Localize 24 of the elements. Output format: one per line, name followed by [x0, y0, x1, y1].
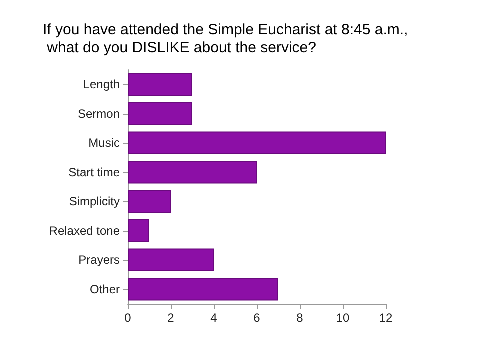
y-tick-label: Prayers: [78, 253, 120, 268]
bar: [128, 219, 150, 242]
bar: [128, 132, 386, 155]
x-tick-label: 6: [254, 311, 261, 325]
y-tick-label: Music: [88, 136, 120, 150]
bar: [128, 278, 278, 301]
y-tick-label: Start time: [68, 165, 120, 180]
y-tick-label: Sermon: [78, 106, 120, 121]
bar: [128, 73, 192, 96]
y-tick-label: Other: [90, 282, 120, 296]
chart-title: If you have attended the Simple Eucharist at 8:45 a.m., what do you DISLIKE about the service?: [43, 22, 408, 56]
bar: [128, 248, 214, 272]
x-tick-label: 10: [336, 311, 350, 325]
bar: [128, 102, 192, 126]
y-tick-label: Simplicity: [69, 194, 120, 209]
x-tick-label: 2: [168, 311, 175, 325]
x-tick-label: 12: [379, 311, 393, 325]
bar: [128, 160, 257, 184]
x-tick-label: 4: [210, 311, 218, 325]
y-tick-label: Length: [83, 78, 120, 92]
x-tick-label: 8: [296, 311, 304, 325]
x-tick-label: 0: [124, 311, 132, 325]
y-tick-label: Relaxed tone: [49, 224, 120, 238]
bar: [128, 190, 171, 214]
